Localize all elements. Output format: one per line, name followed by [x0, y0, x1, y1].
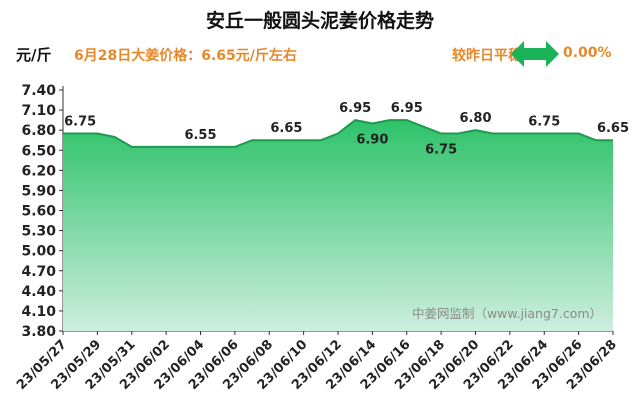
y-tick-label: 4.10 [21, 304, 56, 320]
price-area [63, 120, 613, 331]
unit-label: 元/斤 [16, 46, 52, 64]
chart-title: 安丘一般圆头泥姜价格走势 [205, 10, 434, 32]
compare-change: 0.00% [563, 45, 612, 61]
watermark: 中姜网监制（www.jiang7.com） [412, 306, 602, 321]
compare-label: 较昨日平稳 [452, 48, 522, 64]
price-line [63, 119, 613, 148]
data-label: 6.65 [270, 121, 302, 136]
y-tick-label: 6.20 [21, 163, 56, 179]
y-tick-label: 6.80 [21, 123, 56, 139]
today-price-text: 6月28日大姜价格：6.65元/斤左右 [74, 48, 297, 64]
y-tick-label: 5.30 [21, 224, 56, 240]
y-tick-label: 4.40 [21, 284, 56, 300]
data-labels: 6.75 6.55 6.65 6.95 6.90 6.95 6.75 6.80 6.75 6.65 [64, 101, 629, 157]
data-label: 6.55 [184, 128, 216, 143]
data-label: 6.90 [356, 132, 388, 147]
data-label: 6.75 [64, 115, 96, 130]
x-axis: 23/05/2723/05/2923/05/3123/06/0223/06/04… [14, 330, 620, 393]
data-label: 6.80 [459, 111, 491, 126]
data-label: 6.95 [391, 101, 423, 116]
y-tick-label: 7.10 [21, 103, 56, 119]
double-arrow-icon [511, 41, 559, 67]
y-tick-label: 7.40 [21, 83, 56, 99]
y-tick-label: 5.00 [21, 244, 56, 260]
y-tick-label: 3.80 [21, 324, 56, 340]
data-label: 6.95 [339, 101, 371, 116]
data-label: 6.75 [425, 143, 457, 158]
y-tick-label: 5.60 [21, 204, 56, 220]
y-tick-label: 5.90 [21, 183, 56, 199]
data-label: 6.75 [528, 115, 560, 130]
y-axis: 3.80 4.10 4.40 4.70 5.00 5.30 5.60 5.90 6.20 6.50… [21, 83, 64, 340]
y-tick-label: 4.70 [21, 264, 56, 280]
data-label: 6.65 [597, 121, 629, 136]
y-tick-label: 6.50 [21, 143, 56, 159]
